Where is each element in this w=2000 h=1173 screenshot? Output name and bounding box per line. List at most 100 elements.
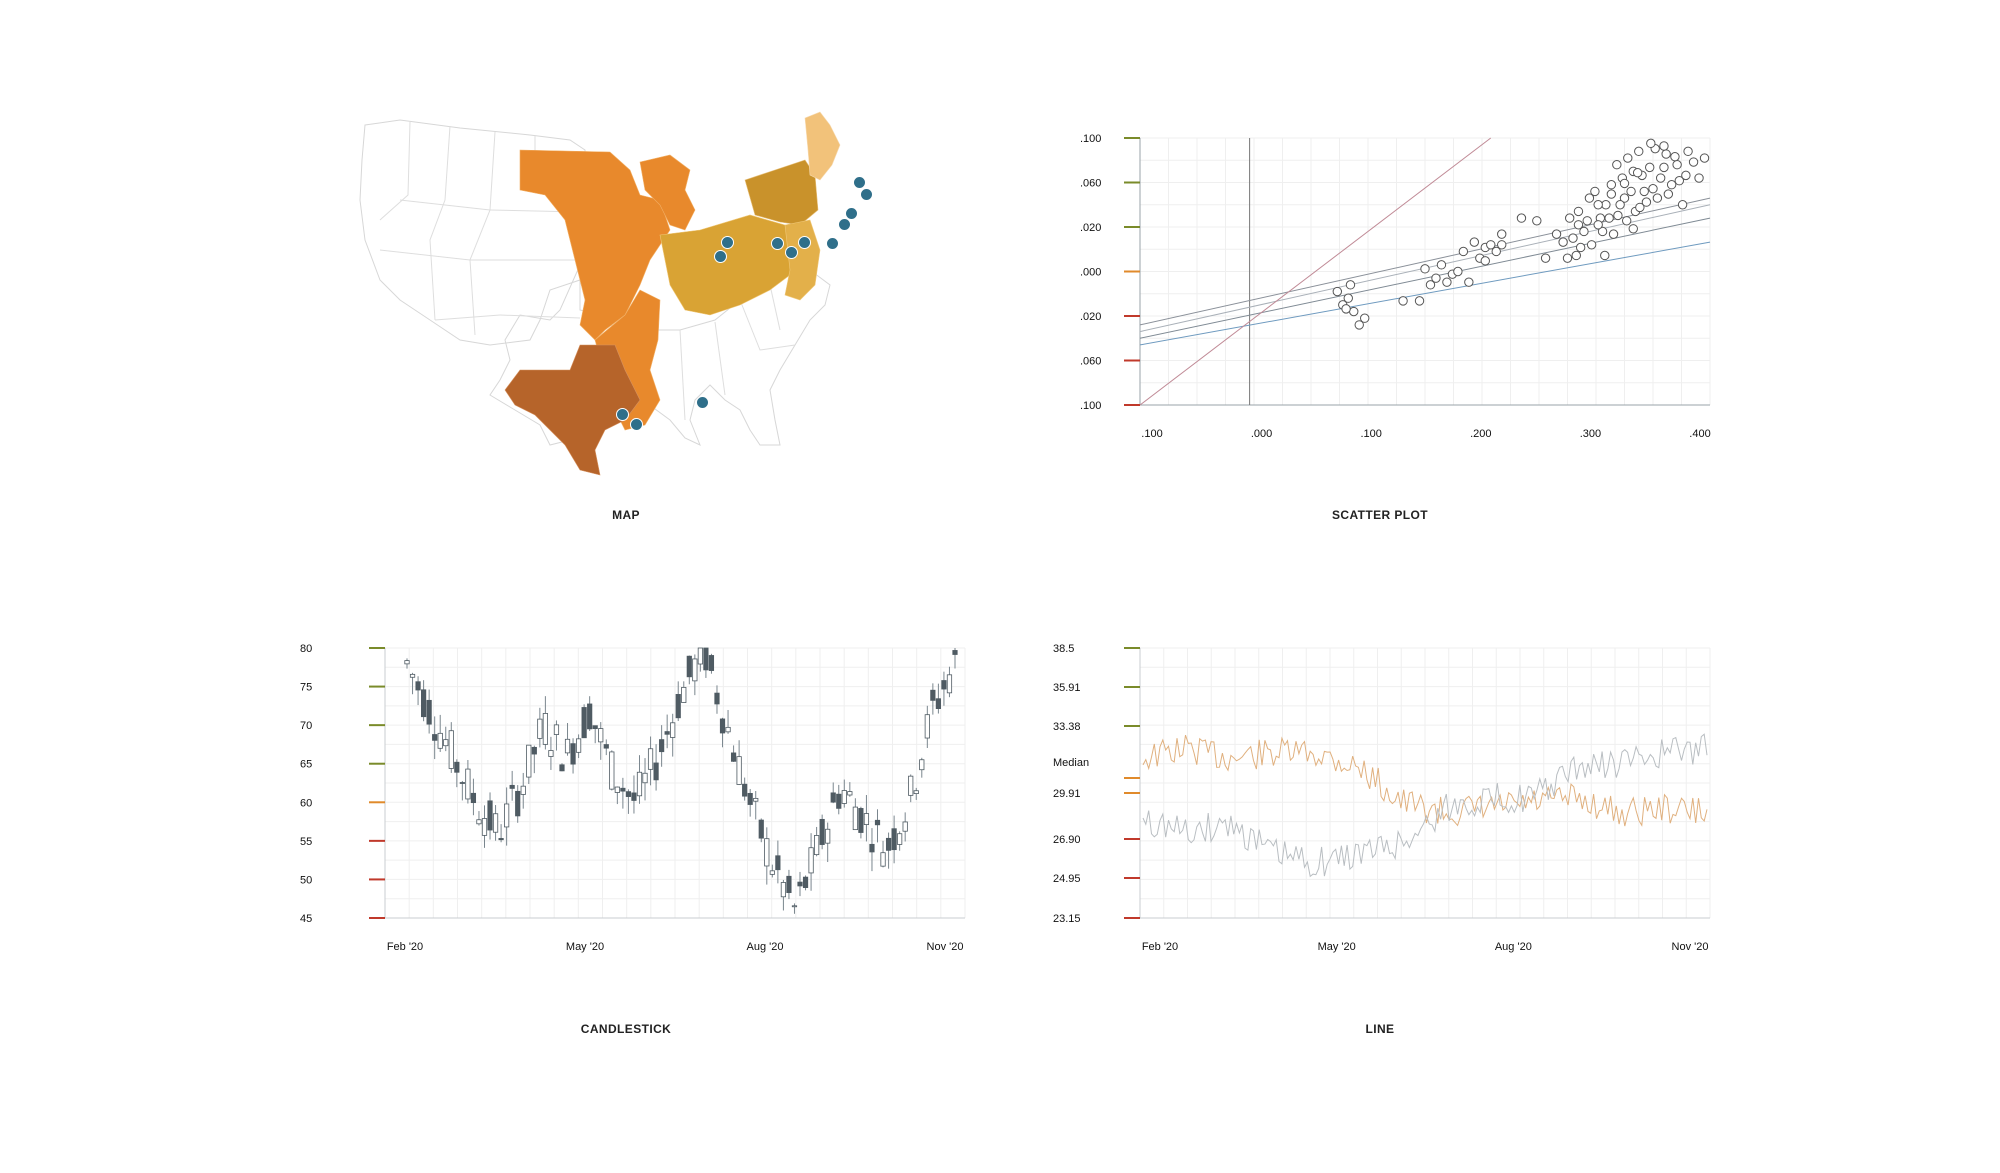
- scatter-point: [1571, 250, 1581, 261]
- candle-body: [769, 870, 775, 875]
- candle-body: [625, 791, 632, 797]
- candle-body: [498, 838, 504, 841]
- scatter-point: [1677, 200, 1688, 210]
- pin-icon[interactable]: [826, 237, 839, 250]
- candle-body: [515, 790, 521, 817]
- candle-body: [874, 819, 881, 826]
- scatter-point: [1345, 280, 1356, 290]
- scatter-point: [1414, 296, 1425, 306]
- candle-body: [847, 791, 853, 796]
- pin-icon[interactable]: [785, 246, 798, 259]
- scatter-title: SCATTER PLOT: [1332, 508, 1428, 522]
- candle-body: [946, 674, 953, 694]
- y-tick-label: 55: [300, 836, 312, 848]
- candle-body: [924, 714, 930, 739]
- scatter-point: [1558, 237, 1568, 247]
- scatter-point: [1606, 189, 1617, 199]
- scatter-point: [1540, 253, 1551, 263]
- pin-icon[interactable]: [838, 218, 851, 231]
- x-tick-label: Nov '20: [1672, 941, 1709, 953]
- scatter-point: [1431, 273, 1441, 283]
- candle-body: [775, 855, 781, 871]
- pin-icon[interactable]: [845, 207, 858, 220]
- candle-body: [642, 772, 648, 784]
- candle-body: [409, 673, 416, 678]
- scatter-point: [1645, 162, 1655, 173]
- candle-body: [614, 786, 620, 793]
- region-texas: [504, 344, 641, 476]
- candle-body: [476, 819, 482, 825]
- candle-body: [786, 875, 792, 894]
- pin-icon[interactable]: [714, 250, 727, 263]
- x-tick-label: Feb '20: [1142, 941, 1178, 953]
- candle-body: [481, 818, 488, 836]
- pin-icon[interactable]: [860, 188, 873, 201]
- pin-icon[interactable]: [853, 176, 866, 189]
- scatter-point: [1619, 178, 1630, 189]
- x-tick-label: .400: [1689, 428, 1710, 440]
- candle-body: [703, 647, 709, 671]
- pin-icon[interactable]: [721, 236, 734, 249]
- scatter-point: [1564, 213, 1575, 223]
- scatter-point: [1604, 213, 1614, 223]
- candle-body: [902, 821, 908, 832]
- scatter-point: [1590, 186, 1600, 197]
- y-tick-label: .060: [1080, 178, 1101, 190]
- scatter-point: [1593, 200, 1603, 210]
- candle-body: [426, 699, 432, 725]
- candle-body: [421, 689, 427, 718]
- candle-body: [797, 881, 803, 887]
- scatter-point: [1584, 193, 1595, 203]
- y-tick-label: 80: [300, 643, 312, 655]
- scatter-point: [1573, 206, 1584, 217]
- candle-body: [758, 819, 764, 839]
- map-pins: [340, 100, 920, 480]
- candle-body: [437, 732, 443, 749]
- map-title: MAP: [612, 508, 640, 522]
- candle-body: [825, 828, 831, 844]
- scatter-point: [1343, 293, 1353, 303]
- candle-body: [659, 739, 665, 753]
- regression-line: [1139, 137, 1492, 406]
- scatter-point: [1628, 224, 1638, 234]
- scatter-point: [1582, 216, 1592, 226]
- candle-body: [764, 838, 770, 867]
- us-map: [359, 111, 841, 476]
- x-tick-label: .100: [1360, 428, 1381, 440]
- x-tick-label: .000: [1251, 428, 1272, 440]
- pin-icon[interactable]: [696, 396, 709, 409]
- x-tick-label: Nov '20: [927, 941, 964, 953]
- scatter-point: [1436, 260, 1447, 270]
- candle-panel: 80 75 70 65 60 55 50 45 Feb '20 May '20 Aug '20 Nov…: [290, 630, 980, 970]
- scatter-point: [1551, 229, 1562, 239]
- candle-body: [587, 703, 593, 730]
- candle-body: [620, 787, 626, 792]
- candle-body: [819, 818, 825, 845]
- scatter-point: [1532, 216, 1542, 226]
- y-tick-label: 75: [300, 682, 312, 694]
- map-panel: [340, 100, 920, 480]
- scatter-point: [1608, 229, 1619, 239]
- candle-body: [897, 833, 903, 845]
- pin-icon[interactable]: [771, 237, 784, 250]
- candle-body: [885, 837, 892, 851]
- scatter-point: [1425, 280, 1436, 290]
- scatter-point: [1486, 240, 1496, 250]
- candle-body: [719, 718, 726, 734]
- line-title: LINE: [1365, 1022, 1395, 1036]
- candle-body: [736, 756, 742, 785]
- candle-body: [504, 803, 510, 828]
- pin-icon[interactable]: [630, 418, 643, 431]
- scatter-point: [1699, 153, 1710, 163]
- candle-body: [470, 792, 477, 804]
- scatter-point: [1619, 193, 1630, 203]
- candle-body: [919, 759, 925, 771]
- pin-icon[interactable]: [798, 236, 811, 249]
- scatter-chart: .100 .060 .020 .000 .020 .060 .100 .100 .000 .100…: [1080, 133, 1711, 440]
- scatter-point: [1597, 226, 1608, 237]
- candle-body: [692, 658, 698, 682]
- y-tick-label: 35.91: [1053, 682, 1081, 694]
- pin-icon[interactable]: [616, 408, 629, 421]
- scatter-point: [1655, 173, 1666, 183]
- x-tick-label: .300: [1580, 428, 1601, 440]
